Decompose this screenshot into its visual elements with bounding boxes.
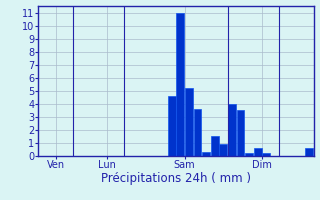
Bar bbox=[254, 148, 261, 156]
X-axis label: Précipitations 24h ( mm ): Précipitations 24h ( mm ) bbox=[101, 172, 251, 185]
Bar bbox=[194, 109, 201, 156]
Bar bbox=[202, 152, 210, 156]
Bar bbox=[262, 153, 270, 156]
Bar bbox=[176, 13, 184, 156]
Bar bbox=[168, 96, 176, 156]
Bar bbox=[245, 153, 253, 156]
Bar bbox=[220, 144, 227, 156]
Bar bbox=[211, 136, 219, 156]
Bar bbox=[236, 110, 244, 156]
Bar bbox=[228, 104, 236, 156]
Bar bbox=[185, 88, 193, 156]
Bar bbox=[305, 148, 313, 156]
